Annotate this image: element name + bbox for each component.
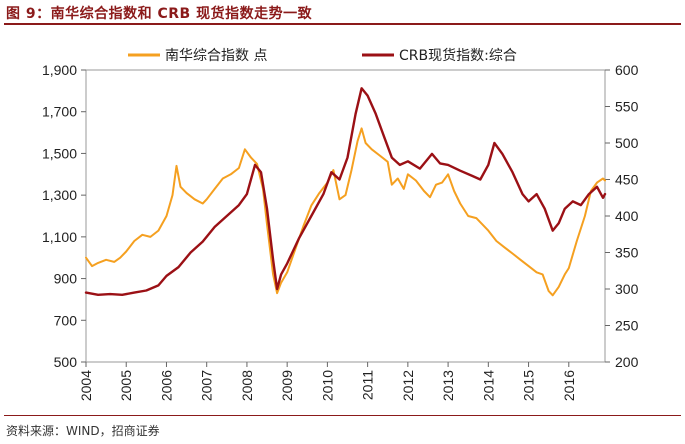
bottom-rule <box>4 415 681 416</box>
x-tick-label: 2005 <box>118 370 134 401</box>
y-right-tick-label: 350 <box>615 245 639 261</box>
series-line-crb <box>84 87 607 296</box>
x-tick-label: 2011 <box>360 370 376 400</box>
x-tick-label: 2016 <box>561 370 577 401</box>
x-tick-label: 2012 <box>400 370 416 401</box>
legend-label-nanhua: 南华综合指数 点 <box>165 48 267 64</box>
y-left-tick-label: 500 <box>54 354 78 370</box>
x-tick-label: 2015 <box>521 370 537 401</box>
y-right-tick-label: 450 <box>615 172 639 188</box>
chart-legend: 南华综合指数 点 CRB现货指数:综合 <box>128 47 517 64</box>
x-tick-label: 2013 <box>440 370 456 401</box>
x-tick-label: 2014 <box>480 370 496 401</box>
x-tick-label: 2004 <box>78 370 94 401</box>
y-right-tick-label: 250 <box>615 318 639 334</box>
y-left-tick-label: 700 <box>54 312 78 328</box>
y-right-tick-label: 400 <box>615 208 639 224</box>
source-note: 资料来源：WIND，招商证券 <box>6 424 160 438</box>
figure-title: 图 9：南华综合指数和 CRB 现货指数走势一致 <box>6 6 313 22</box>
y-left-tick-label: 1,100 <box>42 229 77 245</box>
chart-series-layer <box>84 87 607 297</box>
y-right-tick-label: 200 <box>615 354 639 370</box>
x-tick-label: 2010 <box>319 370 335 401</box>
title-rule <box>4 23 681 25</box>
y-right-tick-label: 300 <box>615 281 639 297</box>
x-tick-label: 2007 <box>199 370 215 401</box>
legend-label-crb: CRB现货指数:综合 <box>399 47 517 64</box>
y-left-tick-label: 900 <box>54 271 78 287</box>
x-tick-label: 2006 <box>158 370 174 401</box>
y-right-tick-label: 500 <box>615 135 639 151</box>
y-right-tick-label: 600 <box>615 62 639 78</box>
y-left-tick-label: 1,300 <box>42 187 77 203</box>
y-left-tick-label: 1,700 <box>42 104 77 120</box>
y-right-tick-label: 550 <box>615 99 639 115</box>
chart-axes: 500 700 900 1,100 1,300 1,500 1,700 1,900 200 250… <box>42 62 639 401</box>
plot-frame <box>85 69 606 363</box>
y-left-tick-label: 1,900 <box>42 62 77 78</box>
x-tick-label: 2008 <box>239 370 255 401</box>
y-left-tick-label: 1,500 <box>42 145 77 161</box>
x-tick-label: 2009 <box>279 370 295 401</box>
series-line-nanhua <box>85 127 606 297</box>
